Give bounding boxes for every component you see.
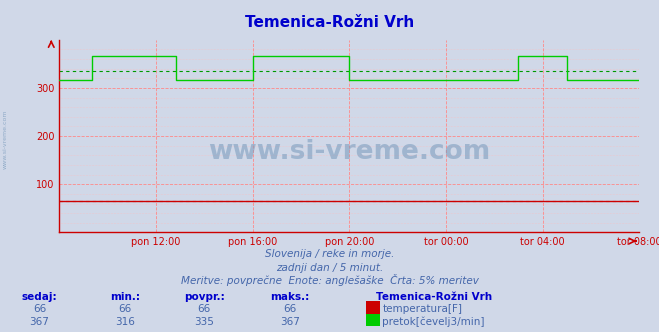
Text: 367: 367	[280, 317, 300, 327]
Text: 66: 66	[283, 304, 297, 314]
Text: 66: 66	[33, 304, 46, 314]
Text: Slovenija / reke in morje.: Slovenija / reke in morje.	[265, 249, 394, 259]
Text: 66: 66	[198, 304, 211, 314]
Text: 66: 66	[119, 304, 132, 314]
Text: 367: 367	[30, 317, 49, 327]
Text: Temenica-Rožni Vrh: Temenica-Rožni Vrh	[245, 15, 414, 30]
Text: zadnji dan / 5 minut.: zadnji dan / 5 minut.	[276, 263, 383, 273]
Text: pretok[čevelj3/min]: pretok[čevelj3/min]	[382, 316, 485, 327]
Text: Temenica-Rožni Vrh: Temenica-Rožni Vrh	[376, 292, 492, 302]
Text: 316: 316	[115, 317, 135, 327]
Text: maks.:: maks.:	[270, 292, 310, 302]
Text: www.si-vreme.com: www.si-vreme.com	[208, 138, 490, 165]
Text: sedaj:: sedaj:	[22, 292, 57, 302]
Text: povpr.:: povpr.:	[184, 292, 225, 302]
Text: temperatura[F]: temperatura[F]	[382, 304, 462, 314]
Text: www.si-vreme.com: www.si-vreme.com	[3, 110, 8, 169]
Text: Meritve: povprečne  Enote: anglešaške  Črta: 5% meritev: Meritve: povprečne Enote: anglešaške Črt…	[181, 274, 478, 286]
Text: 335: 335	[194, 317, 214, 327]
Text: min.:: min.:	[110, 292, 140, 302]
